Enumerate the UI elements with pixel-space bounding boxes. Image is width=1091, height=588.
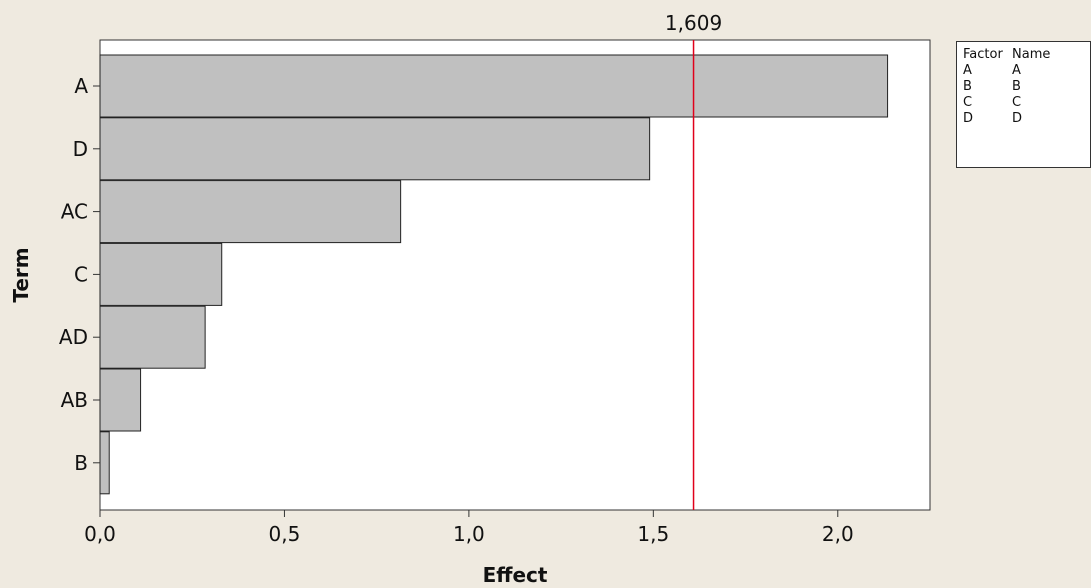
legend-factor: D (963, 111, 974, 126)
y-tick-label: AC (61, 200, 88, 224)
factor-legend: Factor Name A A B B C C D D (956, 41, 1091, 168)
legend-factor: B (963, 79, 972, 94)
bar-b (99, 431, 110, 495)
legend-header-row: Factor Name (963, 47, 1090, 63)
bars-layer (99, 54, 889, 495)
x-tick-label: 0,0 (84, 522, 116, 546)
x-axis-title: Effect (483, 563, 548, 587)
legend-factor: C (963, 95, 973, 110)
bar-ac (99, 180, 402, 244)
legend-name: C (1012, 95, 1022, 110)
legend-name: D (1012, 111, 1023, 126)
legend-row: A A (963, 63, 1090, 79)
bar-d (99, 117, 651, 181)
x-axis: 0,0 0,5 1,0 1,5 2,0 (84, 510, 854, 546)
legend-row: B B (963, 79, 1090, 95)
legend-row: C C (963, 95, 1090, 111)
y-tick-label: C (74, 262, 88, 286)
reference-line-label: 1,609 (665, 11, 722, 35)
y-tick-label: D (73, 137, 88, 161)
legend-row: D D (963, 111, 1090, 127)
y-tick-label: B (74, 451, 88, 475)
legend-name: A (1012, 63, 1021, 78)
legend-name: B (1012, 79, 1021, 94)
x-tick-label: 1,5 (637, 522, 669, 546)
bar-ad (99, 305, 206, 369)
x-tick-label: 1,0 (453, 522, 485, 546)
x-tick-label: 0,5 (269, 522, 301, 546)
y-tick-label: A (74, 74, 88, 98)
y-tick-label: AD (59, 325, 88, 349)
reference-line-layer: 1,609 (665, 11, 722, 510)
bar-c (99, 242, 223, 306)
x-tick-label: 2,0 (822, 522, 854, 546)
y-axis-title: Term (9, 247, 33, 302)
legend-header-factor: Factor (963, 47, 1003, 62)
legend-header-name: Name (1012, 47, 1051, 62)
y-tick-label: AB (61, 388, 88, 412)
legend-factor: A (963, 63, 972, 78)
bar-ab (99, 368, 142, 432)
bar-a (99, 54, 889, 118)
